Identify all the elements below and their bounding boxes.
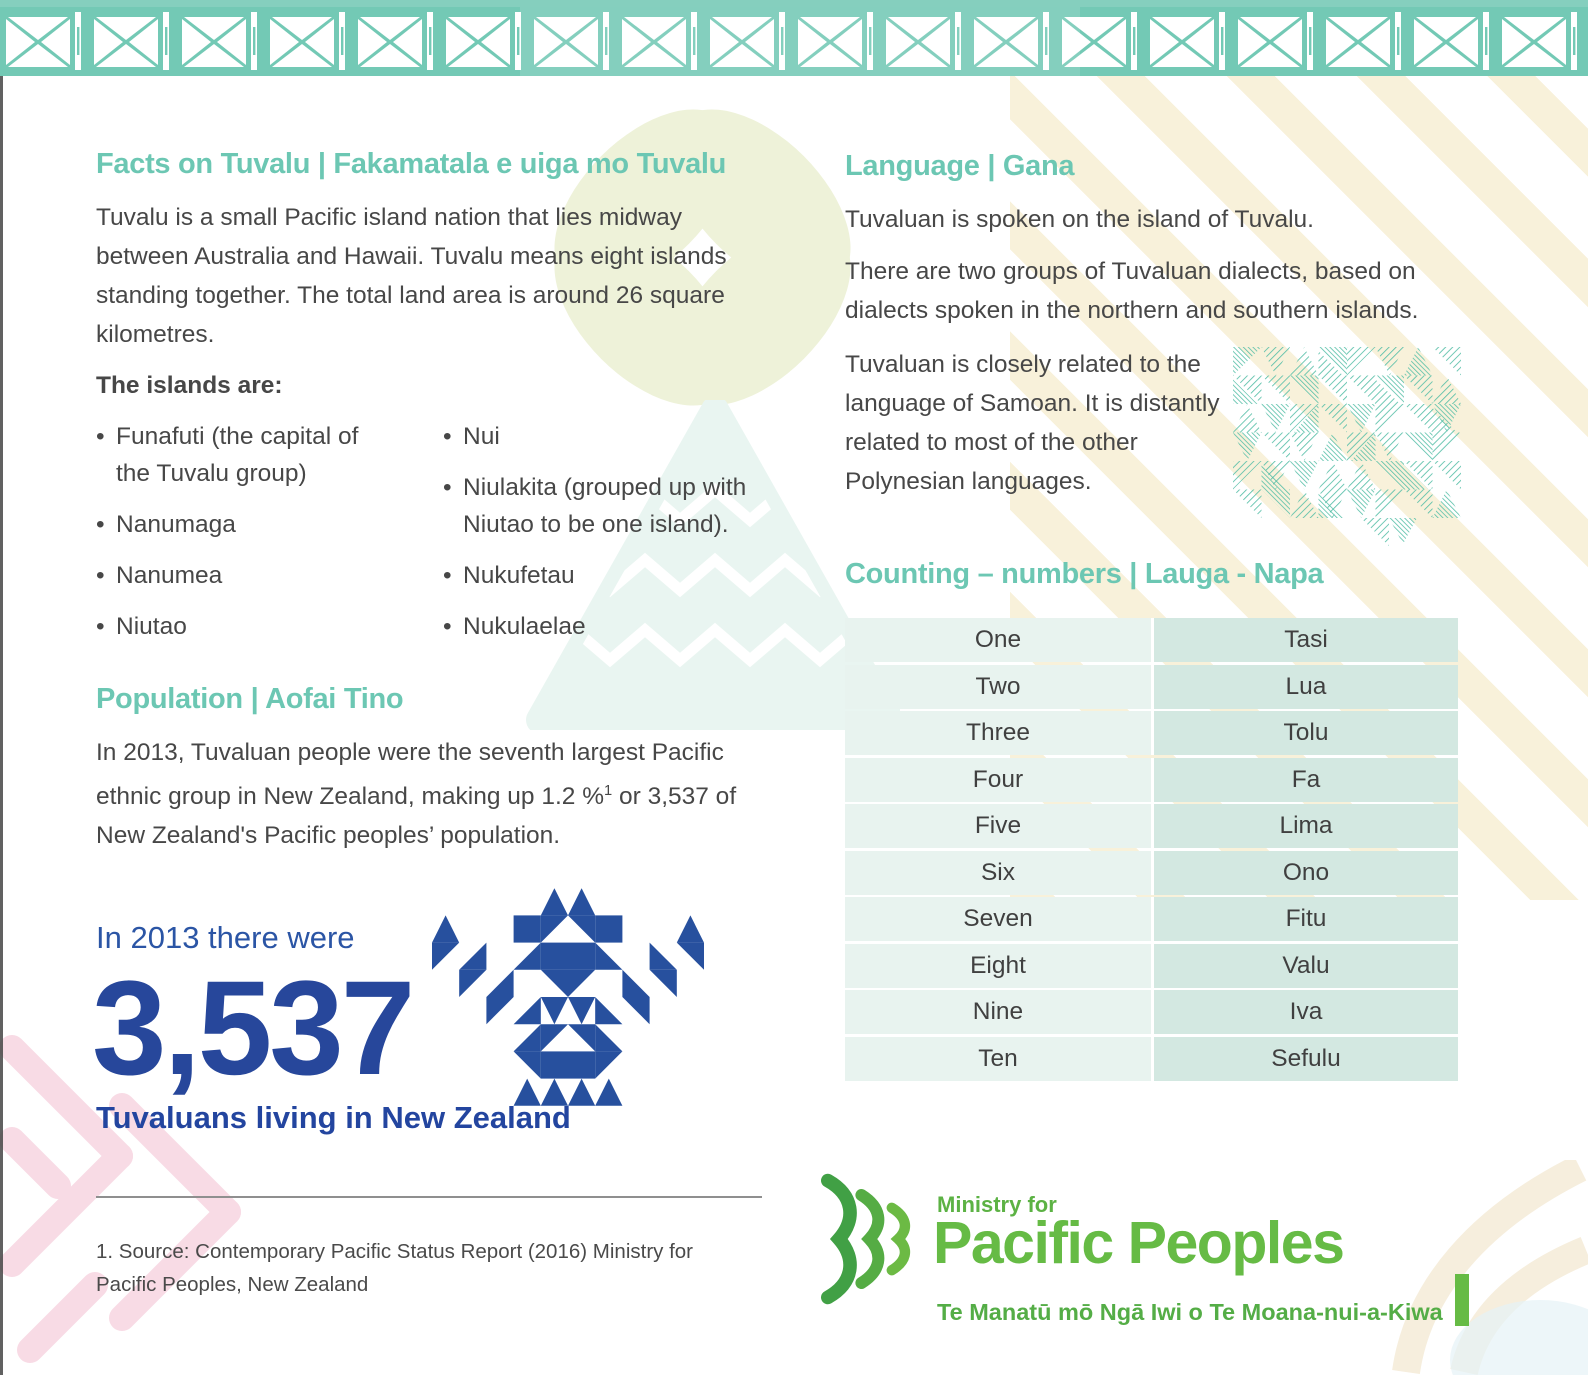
speech-bubble-pattern bbox=[1233, 347, 1461, 546]
number-tuvaluan: Lua bbox=[1154, 664, 1458, 709]
logo-maori-tagline: Te Manatū mō Ngā Iwi o Te Moana-nui-a-Ki… bbox=[937, 1299, 1443, 1325]
language-p1: Tuvaluan is spoken on the island of Tuva… bbox=[845, 206, 1314, 233]
island-name: Nukufetau bbox=[463, 562, 575, 589]
island-name: Nui bbox=[463, 423, 500, 450]
population-body-text: or 3,537 of New Zealand's Pacific people… bbox=[96, 783, 737, 850]
number-english: Nine bbox=[845, 990, 1154, 1034]
facts-intro: Tuvalu is a small Pacific island nation … bbox=[96, 204, 727, 348]
table-row: Three Tolu bbox=[845, 711, 1458, 755]
flower-petal-decor bbox=[554, 109, 851, 406]
number-english: Three bbox=[845, 711, 1154, 755]
logo-wave-mark-icon bbox=[821, 1173, 911, 1305]
number-english: Ten bbox=[845, 1036, 1154, 1081]
islands-list-col2: Nui Niulakita (grouped up with Niutao to… bbox=[443, 418, 763, 659]
table-row: One Tasi bbox=[845, 618, 1458, 662]
tapa-border-pattern bbox=[0, 0, 1588, 76]
number-tuvaluan: Tasi bbox=[1154, 618, 1458, 662]
number-english: Two bbox=[845, 664, 1154, 709]
stat-caption: Tuvaluans living in New Zealand bbox=[96, 1100, 571, 1135]
number-english: One bbox=[845, 618, 1154, 662]
number-tuvaluan: Tolu bbox=[1154, 711, 1458, 755]
island-name: Niutao bbox=[116, 613, 187, 640]
number-tuvaluan: Lima bbox=[1154, 804, 1458, 848]
number-tuvaluan: Fitu bbox=[1154, 897, 1458, 941]
island-item: Niulakita (grouped up with Niutao to be … bbox=[443, 469, 763, 543]
island-item: Funafuti (the capital of the Tuvalu grou… bbox=[96, 418, 396, 492]
island-name: Nanumaga bbox=[116, 511, 236, 538]
number-tuvaluan: Valu bbox=[1154, 943, 1458, 988]
island-item: Nanumaga bbox=[96, 506, 396, 543]
ministry-pacific-peoples-logo: Ministry for Pacific Peoples Te Manatū m… bbox=[815, 1158, 1505, 1326]
cream-curve-decor bbox=[1392, 1160, 1588, 1375]
population-body: In 2013, Tuvaluan people were the sevent… bbox=[96, 733, 758, 855]
island-name: Funafuti (the capital of the Tuvalu grou… bbox=[116, 423, 359, 487]
footnote-text: 1. Source: Contemporary Pacific Status R… bbox=[96, 1239, 694, 1296]
population-heading: Population | Aofai Tino bbox=[96, 683, 404, 715]
number-tuvaluan: Fa bbox=[1154, 757, 1458, 802]
table-row: Eight Valu bbox=[845, 943, 1458, 988]
number-english: Eight bbox=[845, 943, 1154, 988]
counting-heading: Counting – numbers | Lauga - Napa bbox=[845, 558, 1324, 590]
number-english: Five bbox=[845, 804, 1154, 848]
table-row: Seven Fitu bbox=[845, 897, 1458, 941]
pink-chevron-decor bbox=[0, 1035, 241, 1363]
population-body-text: In 2013, Tuvaluan people were the sevent… bbox=[96, 739, 724, 811]
islands-list-col1: Funafuti (the capital of the Tuvalu grou… bbox=[96, 418, 396, 659]
stat-intro: In 2013 there were bbox=[96, 920, 355, 955]
table-row: Five Lima bbox=[845, 804, 1458, 848]
logo-bar bbox=[1454, 1274, 1469, 1326]
island-name: Niulakita (grouped up with Niutao to be … bbox=[463, 474, 747, 538]
tapa-figure-emblem bbox=[432, 888, 704, 1106]
number-english: Six bbox=[845, 850, 1154, 895]
number-english: Seven bbox=[845, 897, 1154, 941]
island-item: Nui bbox=[443, 418, 763, 455]
logo-name: Pacific Peoples bbox=[933, 1210, 1345, 1276]
logo-ministry-for: Ministry for bbox=[937, 1192, 1057, 1217]
footnote-marker: 1 bbox=[604, 783, 613, 799]
counting-table: One Tasi Two Lua Three Tolu Four Fa Five Lima… bbox=[845, 618, 1458, 1083]
language-p3: Tuvaluan is closely related to the langu… bbox=[845, 351, 1220, 495]
number-tuvaluan: Ono bbox=[1154, 850, 1458, 895]
islands-label: The islands are: bbox=[96, 372, 283, 399]
island-item: Nanumea bbox=[96, 557, 396, 594]
island-item: Niutao bbox=[96, 608, 396, 645]
number-english: Four bbox=[845, 757, 1154, 802]
number-tuvaluan: Iva bbox=[1154, 990, 1458, 1034]
table-row: Nine Iva bbox=[845, 990, 1458, 1034]
island-item: Nukulaelae bbox=[443, 608, 763, 645]
facts-heading: Facts on Tuvalu | Fakamatala e uiga mo T… bbox=[96, 148, 727, 180]
table-row: Six Ono bbox=[845, 850, 1458, 895]
island-item: Nukufetau bbox=[443, 557, 763, 594]
language-p2: There are two groups of Tuvaluan dialect… bbox=[845, 258, 1419, 324]
island-name: Nanumea bbox=[116, 562, 223, 589]
page-left-edge-line bbox=[0, 76, 3, 1375]
stat-number: 3,537 bbox=[92, 954, 415, 1103]
island-name: Nukulaelae bbox=[463, 613, 586, 640]
number-tuvaluan: Sefulu bbox=[1154, 1036, 1458, 1081]
table-row: Four Fa bbox=[845, 757, 1458, 802]
table-row: Two Lua bbox=[845, 664, 1458, 709]
language-heading: Language | Gana bbox=[845, 150, 1075, 182]
table-row: Ten Sefulu bbox=[845, 1036, 1458, 1081]
footnote-divider bbox=[96, 1196, 762, 1198]
